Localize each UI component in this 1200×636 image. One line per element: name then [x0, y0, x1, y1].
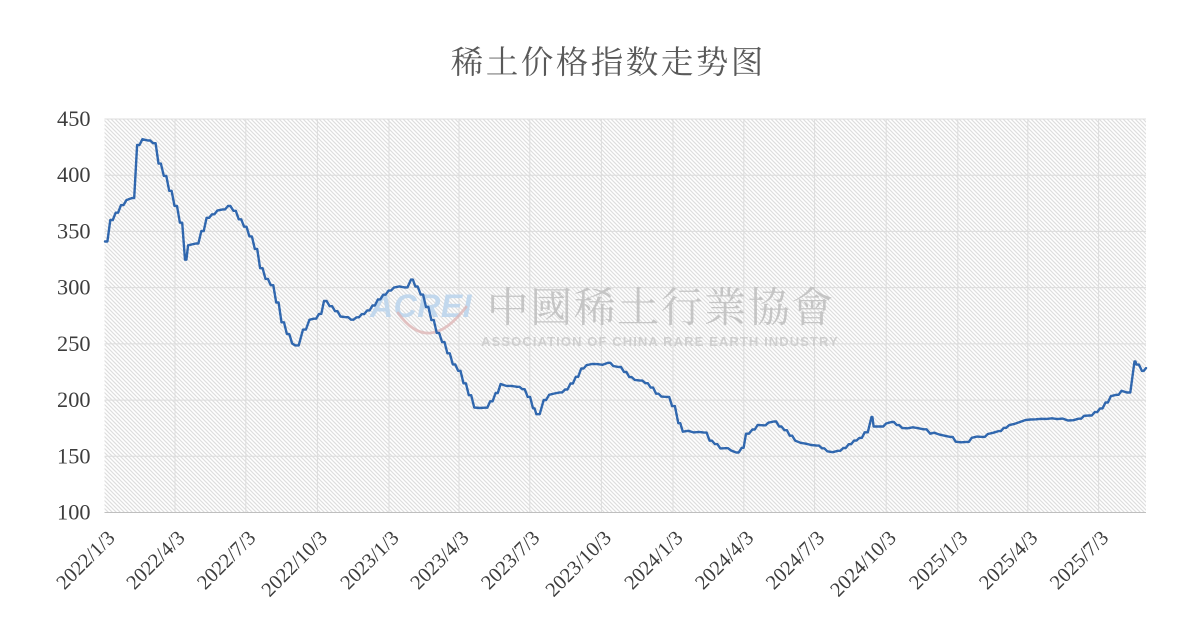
svg-text:300: 300	[57, 275, 90, 300]
svg-text:200: 200	[57, 387, 90, 412]
svg-text:ASSOCIATION OF CHINA RARE EART: ASSOCIATION OF CHINA RARE EARTH INDUSTRY	[481, 334, 839, 349]
svg-text:400: 400	[57, 162, 90, 187]
svg-text:350: 350	[57, 218, 90, 243]
svg-text:150: 150	[57, 443, 90, 468]
svg-text:450: 450	[57, 106, 90, 131]
svg-text:100: 100	[57, 500, 90, 525]
svg-text:250: 250	[57, 331, 90, 356]
